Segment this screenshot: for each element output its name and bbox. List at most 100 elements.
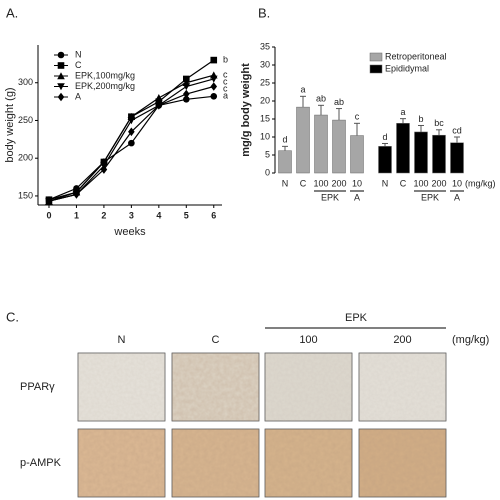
- x-tick-label: 200: [331, 178, 346, 188]
- marker: [210, 56, 218, 64]
- significance-label: a: [300, 85, 305, 95]
- y-tick-label: 35: [260, 41, 270, 51]
- y-tick-label: 200: [18, 153, 33, 163]
- y-tick-label: 20: [260, 95, 270, 105]
- panel-label: C.: [6, 309, 19, 324]
- unit-label: (mg/kg): [465, 178, 496, 188]
- significance-label: c: [223, 77, 228, 87]
- significance-label: d: [382, 132, 387, 142]
- legend-marker: [57, 62, 65, 69]
- row-label: PPARγ: [20, 381, 55, 393]
- significance-label: c: [223, 70, 228, 80]
- legend-label: EPK,100mg/kg: [75, 70, 135, 80]
- legend-label: C: [75, 60, 82, 70]
- significance-label: ab: [316, 94, 326, 104]
- legend-swatch: [369, 52, 383, 62]
- bar: [296, 106, 310, 174]
- y-tick-label: 5: [265, 149, 270, 159]
- legend-label: A: [75, 91, 81, 101]
- significance-label: bc: [434, 118, 444, 128]
- marker: [45, 196, 53, 206]
- x-tick-label: 1: [74, 210, 79, 220]
- y-tick-label: 10: [260, 131, 270, 141]
- x-tick-label: 0: [46, 210, 51, 220]
- column-label: 100: [299, 334, 317, 346]
- legend-marker: [57, 51, 65, 59]
- y-tick-label: 0: [265, 167, 270, 177]
- micrograph-texture: [265, 429, 352, 497]
- marker: [155, 101, 163, 110]
- bar: [450, 142, 464, 174]
- x-tick-label: N: [282, 178, 289, 188]
- x-tick-label: 100: [313, 178, 328, 188]
- y-tick-label: 15: [260, 113, 270, 123]
- significance-label: d: [282, 135, 287, 145]
- x-tick-label: 3: [129, 210, 134, 220]
- legend-marker: [57, 92, 65, 102]
- significance-label: ab: [334, 97, 344, 107]
- group-label: EPK: [321, 192, 339, 202]
- x-tick-label: 5: [184, 210, 189, 220]
- row-label: p-AMPK: [20, 457, 62, 469]
- micrograph-texture: [172, 429, 259, 497]
- x-tick-label: 200: [431, 178, 446, 188]
- bar: [350, 135, 364, 174]
- legend-label: Epididymal: [385, 63, 429, 73]
- legend-label: EPK,200mg/kg: [75, 81, 135, 91]
- y-axis-label: mg/g body weight: [240, 63, 252, 157]
- marker: [209, 75, 218, 83]
- group-label: A: [454, 192, 460, 202]
- y-tick-label: 300: [18, 77, 33, 87]
- column-label: C: [212, 334, 220, 346]
- marker: [155, 94, 163, 102]
- legend-marker: [57, 72, 65, 80]
- bar: [278, 150, 292, 174]
- significance-label: cd: [452, 125, 462, 135]
- x-tick-label: 4: [156, 210, 161, 220]
- x-tick-label: 2: [101, 210, 106, 220]
- group-label: A: [354, 192, 360, 202]
- micrograph-texture: [265, 353, 352, 421]
- panel-label: B.: [258, 5, 270, 20]
- significance-label: c: [355, 112, 360, 122]
- micrograph-texture: [78, 429, 165, 497]
- x-tick-label: N: [382, 178, 389, 188]
- marker: [182, 83, 191, 91]
- marker: [182, 89, 190, 99]
- micrograph-panel: EPK N C 100 200 (mg/kg) PPARγ p-AMPK: [20, 312, 489, 498]
- bar: [314, 114, 328, 174]
- x-tick-label: C: [300, 178, 307, 188]
- unit-label: (mg/kg): [452, 334, 489, 346]
- significance-label: a: [223, 91, 228, 101]
- column-label: N: [118, 334, 126, 346]
- x-tick-label: C: [400, 178, 407, 188]
- x-tick-label: 6: [211, 210, 216, 220]
- x-axis-label: weeks: [113, 226, 146, 238]
- marker: [210, 82, 218, 91]
- panel-label: A.: [6, 5, 18, 20]
- legend-marker: [57, 83, 65, 91]
- micrograph-texture: [359, 429, 446, 497]
- significance-label: b: [223, 54, 228, 64]
- bar: [378, 146, 392, 174]
- marker: [73, 190, 80, 199]
- marker: [127, 117, 136, 125]
- significance-label: b: [418, 114, 423, 124]
- y-tick-label: 25: [260, 77, 270, 87]
- micrograph-texture: [172, 353, 259, 421]
- x-tick-label: 10: [452, 178, 462, 188]
- significance-label: a: [400, 107, 405, 117]
- y-tick-label: 150: [18, 190, 33, 200]
- y-axis-label: body weight (g): [4, 87, 16, 162]
- bar: [396, 123, 410, 174]
- bar: [432, 134, 446, 174]
- marker: [128, 139, 135, 147]
- marker: [100, 165, 108, 174]
- column-label: 200: [393, 334, 411, 346]
- y-tick-label: 250: [18, 115, 33, 125]
- bar: [332, 119, 346, 174]
- marker: [210, 93, 218, 100]
- legend-label: Retroperitoneal: [385, 51, 447, 61]
- group-label: EPK: [345, 312, 368, 324]
